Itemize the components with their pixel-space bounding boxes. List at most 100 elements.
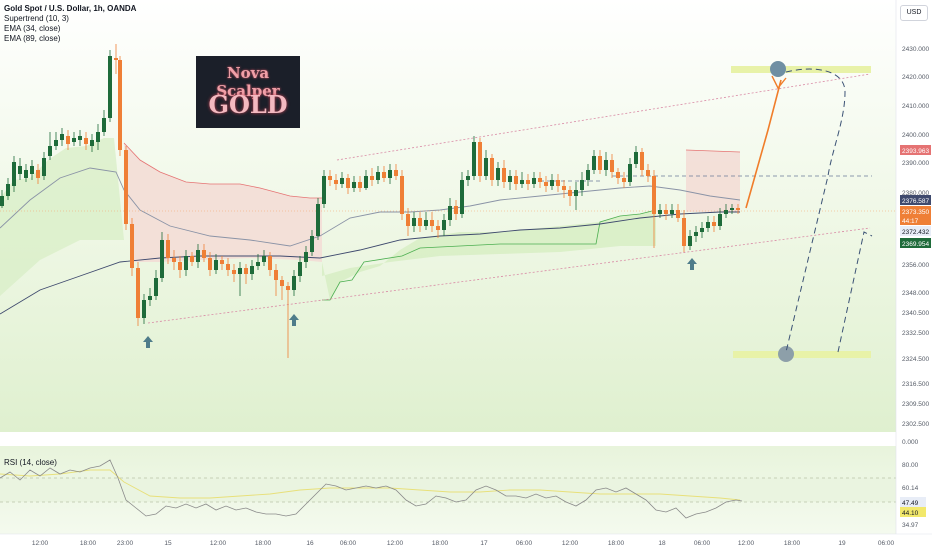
candle <box>244 264 248 284</box>
candle <box>214 254 218 274</box>
candle <box>520 172 524 188</box>
buy-arrow-1 <box>143 336 153 348</box>
candle <box>154 270 158 300</box>
candle <box>340 172 344 188</box>
price-tick-label: 2316.500 <box>902 381 929 388</box>
time-axis-label: 18:00 <box>432 540 449 547</box>
logo-line-2: GOLD <box>208 90 288 119</box>
target-circle-upper[interactable] <box>770 61 786 77</box>
price-ticks: 2430.000 2420.000 2410.000 2400.000 2390.000… <box>902 46 929 446</box>
target-zone-lower[interactable] <box>733 351 871 358</box>
candle <box>544 176 548 192</box>
supertrend-green-fill-mid <box>322 210 656 300</box>
candle <box>568 186 572 206</box>
candle <box>670 204 674 218</box>
time-axis-label: 18:00 <box>784 540 801 547</box>
channel-lower-line <box>147 227 871 324</box>
candle <box>460 172 464 218</box>
time-axis-label: 18:00 <box>80 540 97 547</box>
candle <box>442 214 446 236</box>
price-tick-label: 2430.000 <box>902 46 929 53</box>
rsi-indicator-label[interactable]: RSI (14, close) <box>4 458 57 467</box>
price-tag-bg <box>900 206 931 216</box>
candle <box>658 204 662 218</box>
indicator-ema34-label[interactable]: EMA (34, close) <box>4 24 61 33</box>
candle <box>682 210 686 252</box>
time-axis-background[interactable] <box>0 534 932 550</box>
candle <box>208 252 212 276</box>
candle <box>628 158 632 186</box>
candle <box>0 190 4 208</box>
candle <box>184 250 188 276</box>
price-tick-label: 2324.500 <box>902 356 929 363</box>
candle <box>108 50 112 122</box>
price-tag-label: 2393.963 <box>902 148 929 155</box>
rsi-ma-line <box>0 469 741 501</box>
candle <box>622 172 626 188</box>
candle <box>232 264 236 282</box>
candle <box>24 164 28 182</box>
candle <box>42 152 46 180</box>
supertrend-green-fill-left <box>0 138 124 296</box>
pane-separator[interactable] <box>0 432 896 446</box>
time-axis-label: 18:00 <box>608 540 625 547</box>
time-axis-label: 12:00 <box>562 540 579 547</box>
supertrend-red-line <box>123 142 322 199</box>
chart-legend: Gold Spot / U.S. Dollar, 1h, OANDA Super… <box>4 4 136 44</box>
candle <box>202 244 206 262</box>
candle <box>30 160 34 180</box>
time-axis-label: 18 <box>658 540 666 547</box>
price-tick-label: 2340.500 <box>902 310 929 317</box>
candle <box>652 170 656 248</box>
candle <box>334 174 338 190</box>
candle <box>238 262 242 296</box>
supertrend-red-line-right <box>685 149 741 153</box>
candle <box>610 154 614 178</box>
candle <box>484 150 488 180</box>
candle <box>400 170 404 220</box>
candle <box>130 218 134 276</box>
candle <box>436 220 440 238</box>
nova-scalper-logo: Nova Scalper GOLD <box>196 56 300 128</box>
currency-button[interactable]: USD <box>900 5 928 21</box>
candle <box>592 150 596 174</box>
ema-34-line <box>0 167 741 247</box>
buy-arrow-2 <box>289 314 299 326</box>
candle <box>580 172 584 196</box>
time-axis-label: 17 <box>480 540 488 547</box>
candle <box>406 208 410 236</box>
candle <box>394 164 398 180</box>
candle <box>298 256 302 282</box>
candle <box>220 256 224 270</box>
candle <box>418 212 422 232</box>
candle <box>562 180 566 198</box>
candle <box>54 132 58 150</box>
price-tick-label: 2348.000 <box>902 290 929 297</box>
price-tag-label: 2373.350 <box>902 209 929 216</box>
candle <box>538 172 542 188</box>
candle <box>448 198 452 226</box>
candle <box>532 172 536 188</box>
price-axis-background[interactable] <box>896 0 932 534</box>
candle <box>454 200 458 220</box>
candle <box>664 204 668 220</box>
time-axis-label: 23:00 <box>117 540 134 547</box>
candle <box>388 164 392 184</box>
candle <box>574 182 578 210</box>
indicator-ema89-label[interactable]: EMA (89, close) <box>4 34 61 43</box>
price-tag-bg <box>900 145 931 155</box>
supertrend-red-fill-right <box>686 150 740 212</box>
candle <box>598 150 602 174</box>
indicator-supertrend-label[interactable]: Supertrend (10, 3) <box>4 14 69 23</box>
channel-upper-line <box>336 73 871 161</box>
projection-line-orange <box>745 79 782 209</box>
candle <box>84 132 88 150</box>
candle <box>736 204 740 214</box>
symbol-title[interactable]: Gold Spot / U.S. Dollar, 1h, OANDA <box>4 4 137 13</box>
candle <box>502 160 506 188</box>
rsi-ticks: 80.00 60.14 34.97 <box>902 462 919 529</box>
candle <box>382 166 386 182</box>
target-circle-lower[interactable] <box>778 346 794 362</box>
